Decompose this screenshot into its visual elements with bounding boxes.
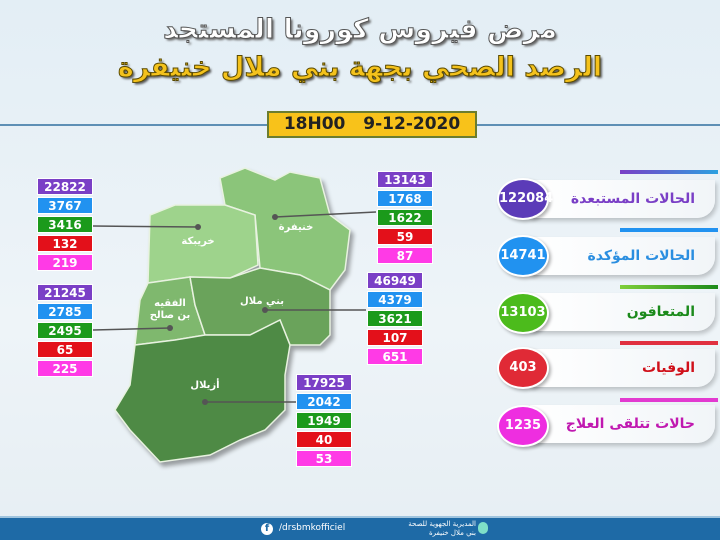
- stat-deaths: 107: [367, 329, 423, 346]
- stat-deaths: 65: [37, 341, 93, 358]
- total-value-under-treatment: 1235: [497, 405, 549, 447]
- facebook-icon[interactable]: f: [261, 523, 273, 535]
- stat-excluded: 22822: [37, 178, 93, 195]
- stat-under-treatment: 87: [377, 247, 433, 264]
- org-line2: بني ملال خنيفرة: [429, 529, 476, 537]
- stat-confirmed: 2785: [37, 303, 93, 320]
- stat-recovered: 2495: [37, 322, 93, 339]
- label-fquih-l1: الفقيه: [154, 298, 186, 309]
- total-label-recovered: المتعافون: [530, 293, 715, 331]
- title-line2: الرصد الصحي بجهة بني ملال خنيفرة: [117, 52, 603, 84]
- stat-under-treatment: 225: [37, 360, 93, 377]
- stat-excluded: 17925: [296, 374, 352, 391]
- title-line1: مرض فيروس كورونا المستجد: [163, 14, 558, 46]
- stat-excluded: 21245: [37, 284, 93, 301]
- stat-recovered: 1622: [377, 209, 433, 226]
- stat-recovered: 3416: [37, 216, 93, 233]
- stat-confirmed: 3767: [37, 197, 93, 214]
- org-line1: المديرية الجهوية للصحة: [408, 520, 476, 528]
- region-azilal[interactable]: [114, 318, 291, 463]
- org-name: المديرية الجهوية للصحة بني ملال خنيفرة: [386, 520, 476, 538]
- total-label-excluded: الحالات المستبعدة: [530, 180, 715, 218]
- label-fquih-l2: بن صالح: [150, 310, 191, 321]
- label-khouribga: خريبكة: [181, 236, 214, 247]
- accent-bar: [620, 228, 718, 232]
- stat-confirmed: 1768: [377, 190, 433, 207]
- label-azilal: أزيلال: [190, 378, 219, 391]
- total-label-deaths: الوفيات: [530, 349, 715, 387]
- stat-confirmed: 4379: [367, 291, 423, 308]
- stat-confirmed: 2042: [296, 393, 352, 410]
- label-beni-mellal: بني ملال: [240, 296, 284, 307]
- facebook-handle[interactable]: /drsbmkofficiel: [279, 523, 346, 533]
- stat-deaths: 40: [296, 431, 352, 448]
- total-value-deaths: 403: [497, 347, 549, 389]
- stat-deaths: 59: [377, 228, 433, 245]
- total-value-excluded: 122084: [497, 178, 553, 220]
- ministry-logo-icon: [478, 522, 488, 534]
- stat-under-treatment: 219: [37, 254, 93, 271]
- stat-recovered: 1949: [296, 412, 352, 429]
- stat-under-treatment: 651: [367, 348, 423, 365]
- accent-bar: [620, 398, 718, 402]
- total-label-confirmed: الحالات المؤكدة: [530, 237, 715, 275]
- stat-deaths: 132: [37, 235, 93, 252]
- accent-bar: [620, 170, 718, 174]
- date-badge: 18H00 9-12-2020: [267, 111, 477, 138]
- footer: f /drsbmkofficiel المديرية الجهوية للصحة…: [0, 516, 720, 540]
- accent-bar: [620, 341, 718, 345]
- total-value-recovered: 13103: [497, 292, 549, 334]
- total-label-under-treatment: حالات تتلقى العلاج: [530, 405, 715, 443]
- total-value-confirmed: 14741: [497, 235, 549, 277]
- label-khenifra: خنيفرة: [279, 222, 314, 233]
- stat-recovered: 3621: [367, 310, 423, 327]
- stat-excluded: 46949: [367, 272, 423, 289]
- accent-bar: [620, 285, 718, 289]
- stat-under-treatment: 53: [296, 450, 352, 467]
- stat-excluded: 13143: [377, 171, 433, 188]
